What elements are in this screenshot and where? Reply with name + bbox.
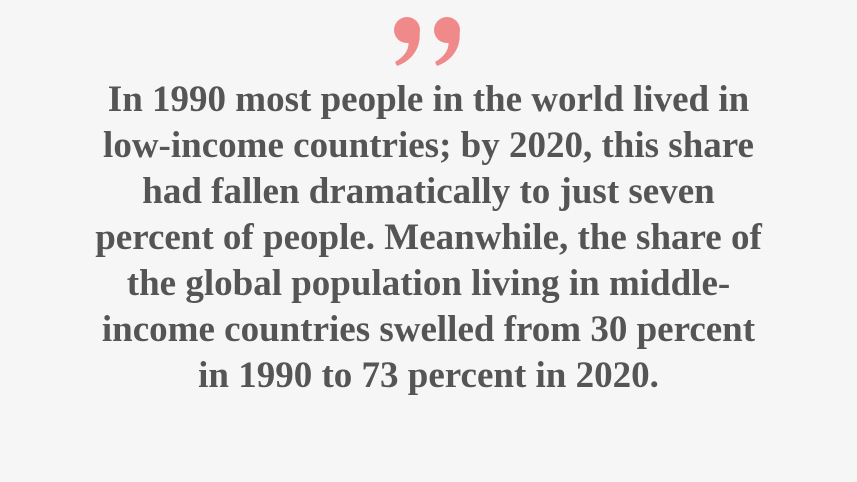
quote-line: the global population living in middle- xyxy=(126,263,731,304)
quote-line: had fallen dramatically to just seven xyxy=(142,171,715,212)
quote-line: in 1990 to 73 percent in 2020. xyxy=(198,355,659,396)
quote-line: low-income countries; by 2020, this shar… xyxy=(103,125,754,166)
quote-mark xyxy=(394,17,460,66)
quote-line: In 1990 most people in the world lived i… xyxy=(107,79,750,120)
quote-line: percent of people. Meanwhile, the share … xyxy=(95,217,762,258)
quote-line: income countries swelled from 30 percent xyxy=(101,309,756,350)
